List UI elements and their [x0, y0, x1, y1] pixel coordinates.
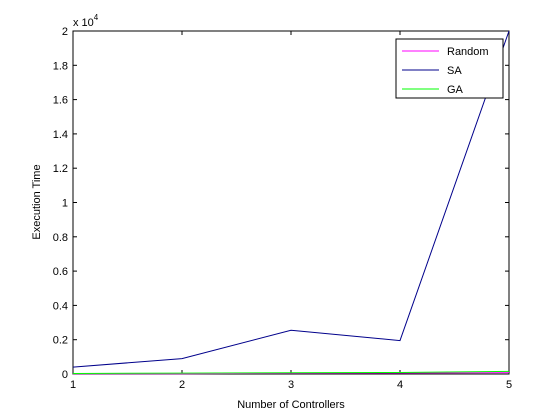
y-tick-label-6: 1.2 [53, 163, 68, 175]
x-axis-label: Number of Controllers [237, 399, 345, 411]
y-tick-label-4: 0.8 [53, 232, 68, 244]
x-tick-label-3: 3 [288, 379, 294, 391]
y-multiplier-exponent: 4 [94, 13, 99, 22]
x-tick-label-4: 4 [397, 379, 403, 391]
x-tick-label-5: 5 [506, 379, 512, 391]
series-lines [72, 30, 510, 375]
y-tick-label-0: 0 [62, 369, 68, 381]
series-line-ga [72, 370, 510, 374]
legend-items: Random SA GA [402, 46, 489, 96]
y-tick-label-8: 1.6 [53, 95, 68, 107]
y-tick-label-2: 0.4 [53, 300, 68, 312]
y-axis-multiplier: x 104 [73, 13, 99, 29]
legend-box [395, 38, 504, 99]
y-tick-label-10: 2 [62, 26, 68, 38]
legend: Random SA GA [395, 38, 504, 99]
axis-ticks: 1 2 3 4 5 0 0.2 0.4 0.6 0.8 1 1.2 1.4 1.6 1.8 2 [53, 26, 512, 391]
y-tick-label-9: 1.8 [53, 60, 68, 72]
y-multiplier-base: x 10 [73, 17, 94, 29]
x-tick-label-1: 1 [70, 379, 76, 391]
y-tick-label-7: 1.4 [53, 129, 68, 141]
y-tick-label-1: 0.2 [53, 335, 68, 347]
y-tick-label-3: 0.6 [53, 266, 68, 278]
legend-label-ga: GA [447, 84, 464, 96]
y-tick-label-5: 1 [62, 198, 68, 210]
legend-label-sa: SA [447, 65, 462, 77]
x-tick-label-2: 2 [179, 379, 185, 391]
y-axis-label: Execution Time [31, 164, 43, 239]
series-line-sa [72, 30, 510, 368]
legend-label-random: Random [447, 46, 489, 58]
